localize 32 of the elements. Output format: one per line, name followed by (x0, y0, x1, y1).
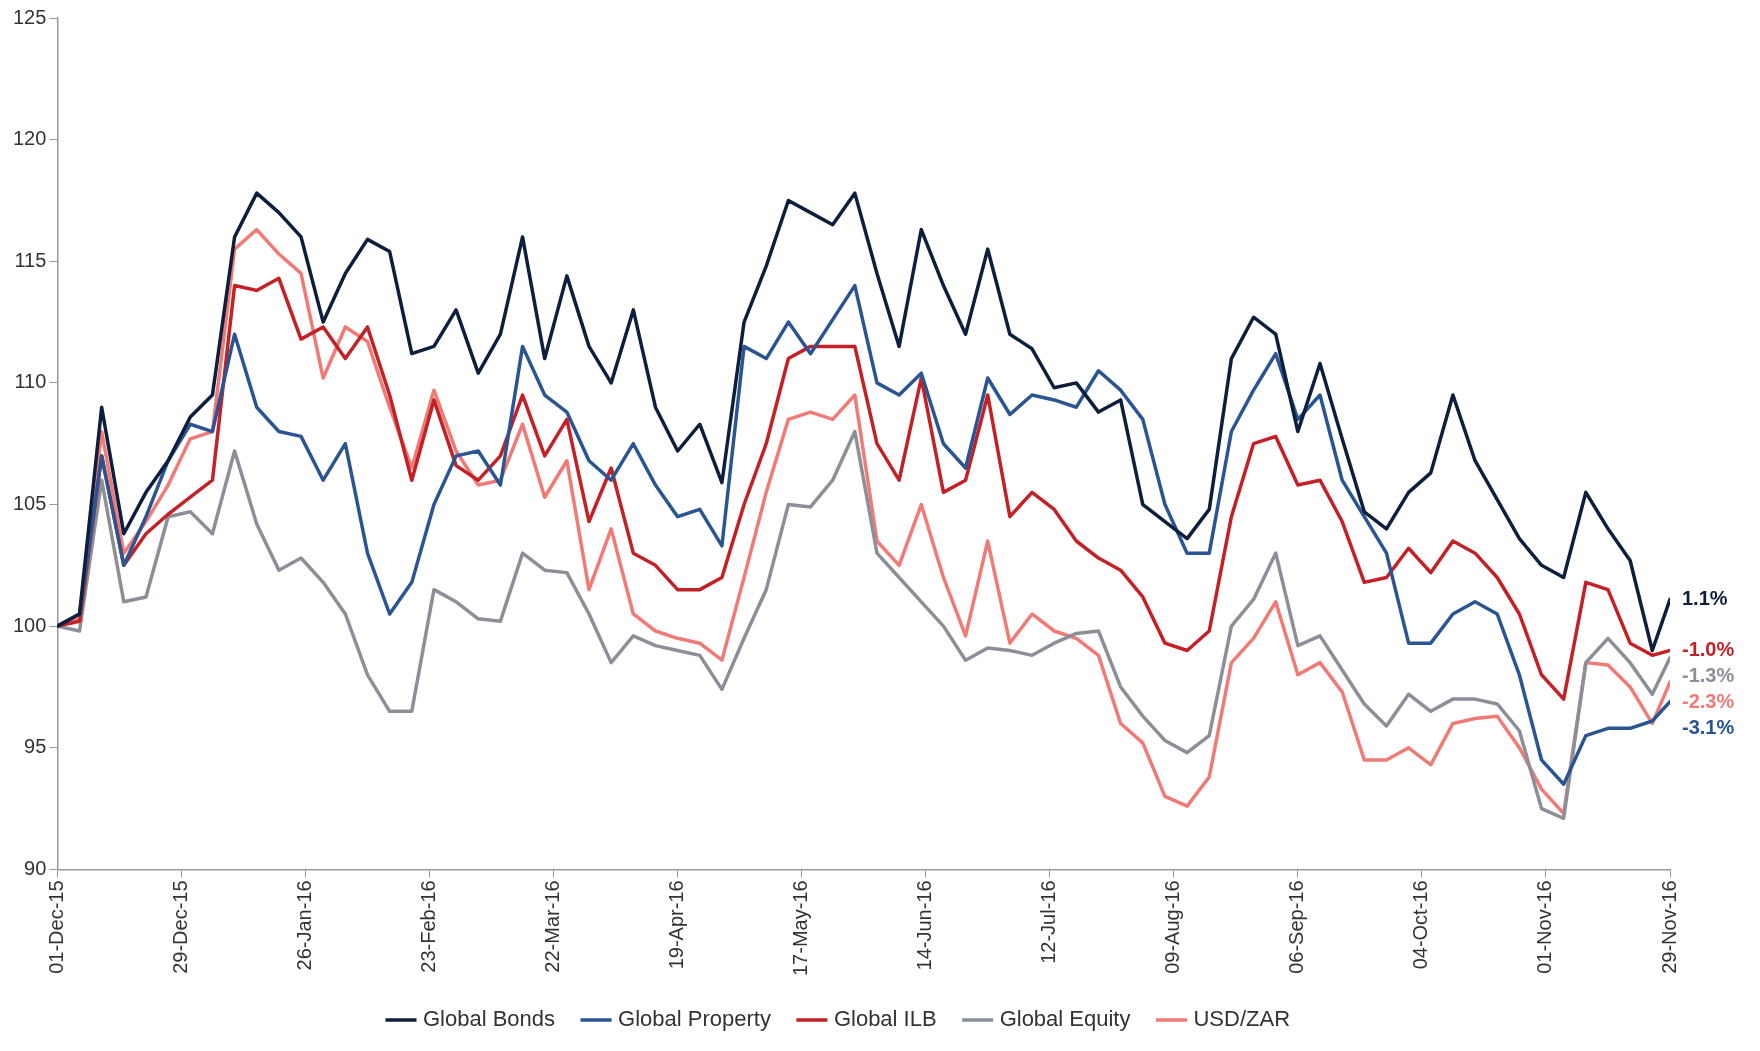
annotation: -1.0% (1682, 637, 1735, 660)
x-tick-label: 06-Sep-16 (1285, 880, 1308, 974)
legend-label: Global ILB (833, 1006, 937, 1032)
y-tick-label: 110 (14, 370, 47, 393)
x-tick-label: 04-Oct-16 (1409, 880, 1432, 970)
x-tick-label: 23-Feb-16 (417, 880, 440, 973)
legend-label: USD/ZAR (1193, 1006, 1291, 1032)
y-tick-label: 90 (24, 856, 47, 879)
x-tick-label: 22-Mar-16 (541, 880, 564, 973)
x-tick-label: 14-Jun-16 (913, 880, 936, 971)
y-tick-label: 115 (14, 248, 47, 271)
y-tick-label: 105 (12, 492, 47, 515)
x-tick-label: 26-Jan-16 (292, 880, 315, 971)
x-tick-label: 12-Jul-16 (1037, 880, 1060, 964)
x-tick-label: 09-Aug-16 (1161, 880, 1184, 974)
x-tick-label: 17-May-16 (789, 880, 812, 977)
y-tick-label: 125 (12, 5, 47, 28)
x-tick-label: 29-Nov-16 (1657, 880, 1680, 974)
annotation: -3.1% (1682, 715, 1735, 738)
x-tick-label: 01-Dec-15 (44, 880, 67, 974)
annotation: -1.3% (1682, 663, 1735, 686)
x-tick-label: 01-Nov-16 (1533, 880, 1556, 974)
y-tick-label: 100 (12, 613, 47, 636)
legend-label: Global Property (618, 1006, 771, 1032)
annotation: -2.3% (1682, 689, 1735, 712)
legend-label: Global Equity (999, 1006, 1131, 1032)
y-tick-label: 120 (12, 127, 47, 150)
y-tick-label: 95 (24, 735, 47, 758)
x-tick-label: 19-Apr-16 (665, 880, 688, 970)
legend-label: Global Bonds (422, 1006, 556, 1032)
annotation: 1.1% (1682, 586, 1728, 609)
x-tick-label: 29-Dec-15 (168, 880, 191, 974)
